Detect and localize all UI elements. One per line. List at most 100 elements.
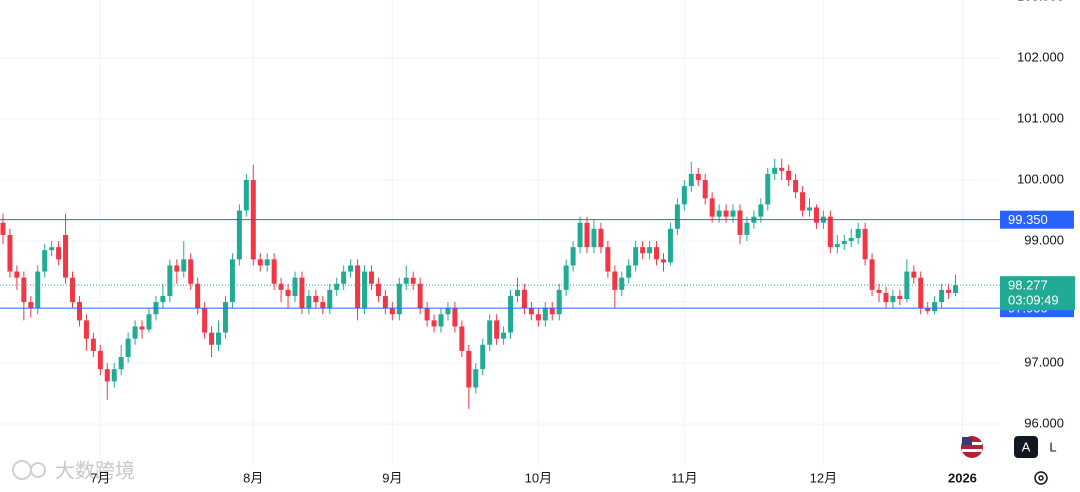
- candle-body: [410, 277, 416, 284]
- flag-canton: [962, 437, 972, 445]
- candle-body: [327, 289, 333, 309]
- candle-body: [890, 295, 896, 303]
- candle-body: [626, 265, 632, 278]
- candle-body: [49, 247, 55, 251]
- button-a[interactable]: A: [1022, 439, 1031, 454]
- y-tick-label: 100.000: [1017, 171, 1064, 186]
- candle-body: [320, 302, 326, 309]
- candle-body: [612, 271, 618, 290]
- candle-body: [278, 283, 284, 290]
- candle-body: [76, 302, 82, 321]
- watermark: 大数跨境: [55, 459, 135, 482]
- candle-body: [633, 247, 639, 266]
- candle-body: [786, 170, 792, 181]
- candle-body: [299, 277, 305, 309]
- candle-body: [452, 308, 458, 327]
- y-tick-label: 97.000: [1024, 355, 1064, 370]
- candle-body: [813, 207, 819, 223]
- candle-body: [535, 314, 541, 321]
- candle-body: [146, 314, 152, 330]
- candle-body: [396, 283, 402, 315]
- candle-body: [125, 338, 131, 357]
- x-tick-label: 9月: [382, 470, 402, 485]
- candle-body: [716, 210, 722, 217]
- candle-body: [104, 369, 110, 382]
- candle-body: [598, 228, 604, 248]
- candle-body: [702, 180, 708, 199]
- candle-body: [438, 314, 444, 327]
- candle-body: [111, 369, 117, 382]
- candle-body: [723, 210, 729, 217]
- candle-body: [487, 320, 493, 345]
- y-tick-label: 99.000: [1024, 232, 1064, 247]
- candle-body: [389, 308, 395, 315]
- candle-body: [195, 283, 201, 309]
- candle-body: [494, 320, 500, 339]
- candle-body: [925, 308, 931, 312]
- candle-body: [577, 222, 583, 248]
- candle-body: [772, 167, 778, 174]
- candle-body: [528, 308, 534, 315]
- button-bg[interactable]: [1014, 436, 1038, 458]
- candle-body: [90, 338, 96, 351]
- candle-body: [514, 289, 520, 296]
- candle-body: [827, 216, 833, 248]
- candle-body: [654, 247, 660, 260]
- gear-outer: [1034, 471, 1048, 485]
- y-tick-label: 103.000: [1017, 0, 1064, 3]
- candle-body: [556, 289, 562, 315]
- candle-body: [28, 302, 34, 309]
- candle-body: [403, 277, 409, 284]
- candle-body: [681, 186, 687, 205]
- candle-body: [445, 308, 451, 315]
- candle-body: [21, 277, 27, 303]
- candle-body: [139, 326, 145, 330]
- candle-body: [563, 265, 569, 290]
- candle-body: [209, 332, 215, 345]
- countdown: 03:09:49: [1008, 293, 1059, 308]
- candle-body: [521, 289, 527, 309]
- candle-body: [14, 271, 20, 278]
- hline-label: 99.350: [1008, 212, 1048, 227]
- candle-body: [382, 295, 388, 309]
- candle-body: [542, 308, 548, 321]
- candle-body: [35, 271, 41, 309]
- candle-body: [70, 277, 76, 303]
- candle-body: [480, 344, 486, 370]
- x-tick-label: 10月: [525, 470, 552, 485]
- candle-body: [591, 228, 597, 248]
- candle-body: [236, 210, 242, 260]
- candle-body: [355, 265, 361, 309]
- candle-body: [97, 350, 103, 370]
- candle-body: [932, 302, 938, 312]
- us-flag-icon[interactable]: [961, 436, 983, 458]
- y-tick-label: 102.000: [1017, 49, 1064, 64]
- candle-body: [779, 167, 785, 171]
- candle-body: [605, 247, 611, 272]
- candle-body: [834, 244, 840, 248]
- candle-body: [181, 259, 187, 272]
- candle-body: [368, 271, 374, 284]
- candle-body: [911, 271, 917, 278]
- candle-body: [334, 283, 340, 290]
- candle-body: [619, 277, 625, 290]
- candle-body: [160, 295, 166, 303]
- candle-body: [508, 295, 514, 333]
- button-l[interactable]: L: [1049, 439, 1056, 454]
- candle-body: [285, 289, 291, 296]
- candle-body: [709, 198, 715, 217]
- grid: [0, 0, 1000, 465]
- candle-body: [946, 289, 952, 293]
- candle-body: [7, 234, 13, 272]
- candle-body: [501, 332, 507, 339]
- candle-body: [264, 259, 270, 266]
- watermark-icon: [30, 462, 46, 478]
- candle-body: [800, 192, 806, 211]
- candle-body: [848, 237, 854, 242]
- candle-body: [83, 320, 89, 339]
- settings-icon[interactable]: [1034, 471, 1048, 485]
- candle-body: [459, 326, 465, 351]
- candle-body: [876, 289, 882, 293]
- candle-body: [174, 265, 180, 272]
- candle-body: [341, 271, 347, 284]
